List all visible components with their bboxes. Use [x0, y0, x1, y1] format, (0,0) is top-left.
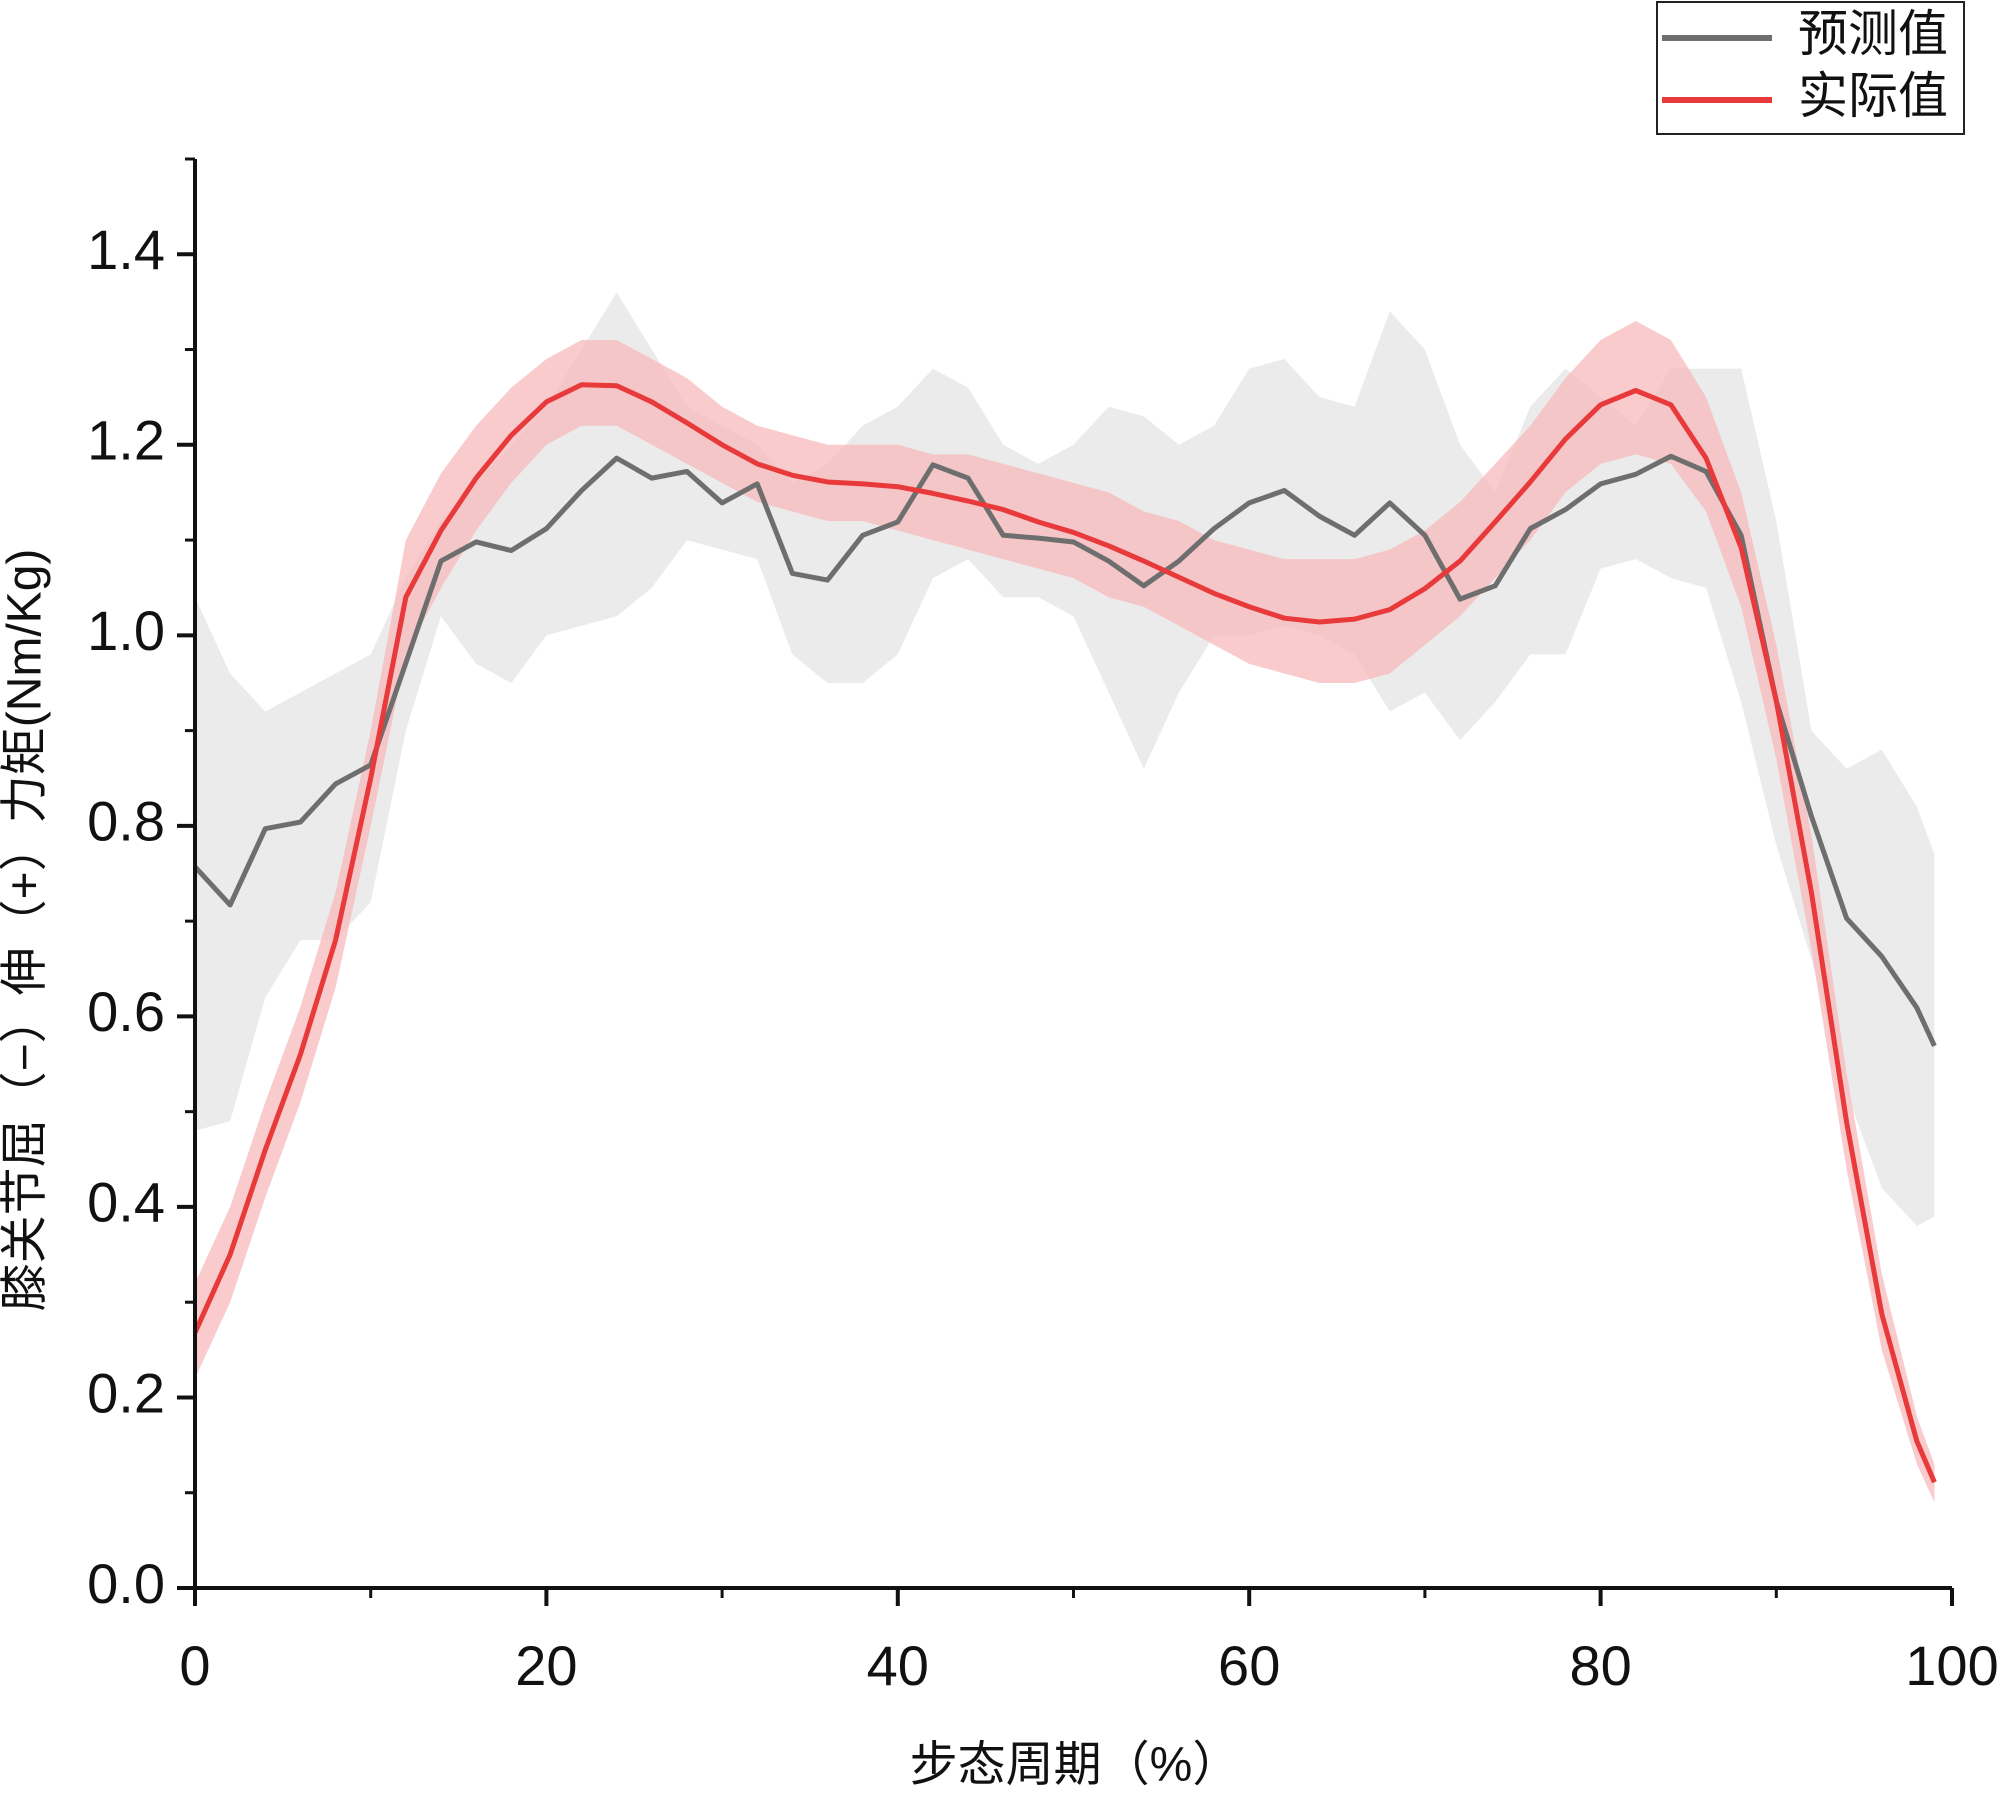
- bands: [195, 292, 1935, 1503]
- y-tick-label: 1.2: [87, 409, 165, 472]
- confidence-band: [195, 320, 1935, 1503]
- lines: [192, 382, 1937, 1484]
- y-tick-label: 1.4: [87, 218, 165, 281]
- x-tick-label: 100: [1905, 1634, 1998, 1697]
- x-tick-label: 60: [1218, 1634, 1280, 1697]
- series-line: [193, 453, 1937, 1047]
- y-tick-label: 0.8: [87, 790, 165, 853]
- y-tick-label: 0.4: [87, 1171, 165, 1234]
- x-tick-label: 40: [867, 1634, 929, 1697]
- y-tick-label: 0.6: [87, 980, 165, 1043]
- series-line: [192, 382, 1937, 1484]
- legend-label: 预测值: [1798, 6, 1948, 62]
- axes: 0.0 0.2 0.4 0.6 0.8 1.0 1.2 1.4 0 20 40 60 80 100: [87, 157, 1999, 1697]
- y-tick-label: 0.0: [87, 1552, 165, 1615]
- y-tick-label: 1.0: [87, 599, 165, 662]
- x-axis-label: 步态周期（%）: [910, 1739, 1241, 1792]
- legend-label: 实际值: [1798, 68, 1948, 124]
- x-tick-label: 80: [1569, 1634, 1631, 1697]
- x-tick-label: 0: [179, 1634, 210, 1697]
- y-axis-label: 膝关节屈（−）伸（+）力矩(Nm/Kg): [0, 549, 52, 1312]
- y-tick-label: 0.2: [87, 1361, 165, 1424]
- legend-box: [1656, 1, 1965, 135]
- x-tick-label: 20: [515, 1634, 577, 1697]
